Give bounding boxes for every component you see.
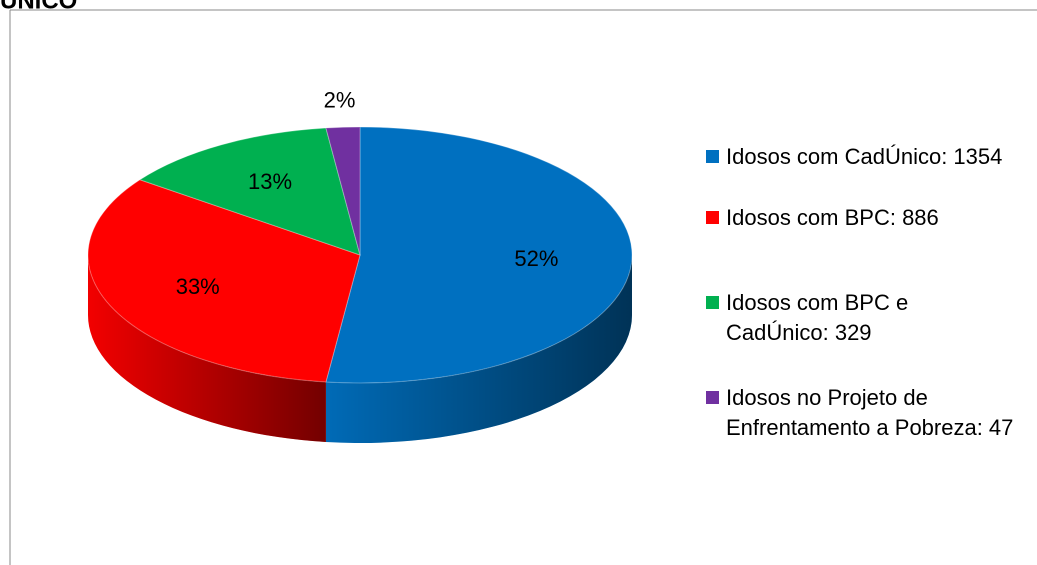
slice: [138, 127, 361, 256]
legend-swatch: [706, 296, 719, 309]
data-label: 33%: [176, 274, 220, 299]
legend-swatch: [706, 391, 719, 404]
legend-label: Idosos com BPC: 886: [726, 205, 939, 230]
legend-label: Idosos com BPC e CadÚnico: 329: [726, 290, 909, 345]
legend-swatch: [706, 150, 719, 163]
legend-item: Idosos com BPC: 886: [706, 203, 1016, 233]
slice: [325, 126, 633, 384]
legend-item: Idosos com CadÚnico: 1354: [706, 142, 1016, 172]
legend-label: Idosos no Projeto de Enfrentamento a Pob…: [726, 385, 1014, 440]
legend-item: Idosos no Projeto de Enfrentamento a Pob…: [706, 383, 1016, 443]
data-label: 52%: [514, 246, 558, 271]
slice-side-shade: [325, 255, 632, 444]
chart-title: ÚNICO: [0, 0, 77, 14]
legend-swatch: [706, 211, 719, 224]
slice-side-shade: [88, 255, 326, 442]
legend-item: Idosos com BPC e CadÚnico: 329: [706, 288, 1016, 348]
slice: [87, 179, 361, 383]
slice: [325, 126, 361, 256]
data-label: 13%: [248, 169, 292, 194]
legend-label: Idosos com CadÚnico: 1354: [726, 144, 1003, 169]
data-label: 2%: [324, 88, 356, 113]
